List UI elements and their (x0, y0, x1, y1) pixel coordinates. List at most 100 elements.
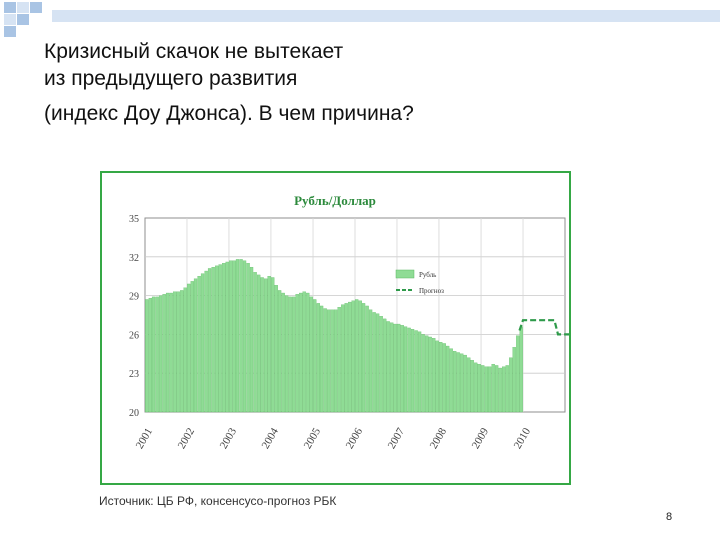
bar-ruble (218, 264, 222, 413)
bar-ruble (407, 327, 411, 413)
bar-ruble (463, 354, 467, 413)
x-tick-label: 2004 (260, 426, 282, 451)
x-tick-label: 2006 (344, 426, 366, 451)
legend-swatch-ruble (395, 269, 415, 279)
bar-ruble (481, 365, 485, 413)
bar-ruble (439, 342, 443, 413)
bar-ruble (348, 301, 352, 413)
bar-ruble (403, 326, 408, 413)
bar-ruble (242, 260, 247, 413)
bar-ruble (494, 365, 499, 413)
bar-ruble (414, 330, 418, 413)
bar-ruble (432, 338, 436, 413)
bar-ruble (456, 352, 460, 413)
bar-ruble (326, 309, 331, 413)
bar-ruble (316, 303, 321, 413)
y-tick-label: 35 (129, 214, 139, 225)
bar-ruble (190, 281, 194, 413)
bar-ruble (281, 292, 285, 413)
bar-ruble (383, 318, 387, 413)
slide-title: Кризисный скачок не вытекает из предыдущ… (44, 38, 644, 127)
bar-ruble (355, 299, 359, 413)
bar-ruble (165, 292, 170, 413)
bar-ruble (337, 307, 341, 413)
y-tick-label: 29 (129, 292, 139, 303)
bar-ruble (417, 331, 422, 413)
bar-ruble (249, 266, 254, 413)
bar-ruble (197, 276, 201, 413)
page-number: 8 (666, 511, 673, 523)
checker-square (17, 2, 29, 13)
bar-ruble (162, 294, 166, 413)
bar-ruble (449, 348, 453, 413)
bar-ruble (361, 303, 366, 413)
bar-ruble (509, 357, 513, 413)
bar-ruble (446, 345, 450, 413)
bar-ruble (173, 291, 177, 413)
chart-frame: Рубль/Доллар 20 23 26 29 32 35 2001 2002 2003 200… (100, 171, 571, 485)
bar-ruble (421, 334, 425, 413)
bar-ruble (151, 296, 156, 413)
bar-ruble (502, 366, 506, 413)
bar-ruble (295, 294, 299, 413)
bar-ruble (365, 305, 369, 413)
bar-ruble (235, 259, 240, 413)
legend-label-forecast: Прогноз (419, 287, 444, 295)
bar-ruble (435, 340, 439, 413)
bar-ruble (176, 291, 180, 413)
title-line-2: из предыдущего развития (44, 67, 298, 90)
bar-ruble (169, 292, 173, 413)
bar-ruble (183, 287, 187, 413)
legend-label-ruble: Рубль (419, 271, 436, 279)
bar-ruble (379, 316, 383, 413)
bar-ruble (397, 323, 401, 413)
bar-ruble (512, 347, 516, 413)
bar-ruble (428, 336, 432, 413)
checker-square (4, 14, 16, 25)
bar-ruble (333, 309, 338, 413)
bar-ruble (145, 299, 149, 413)
bar-ruble (180, 290, 184, 413)
bar-ruble (358, 300, 362, 413)
bar-ruble (467, 357, 471, 413)
bar-ruble (344, 303, 348, 413)
bar-ruble (239, 259, 243, 413)
bar-ruble (299, 292, 303, 413)
bar-ruble (264, 278, 268, 413)
bar-ruble (372, 312, 376, 413)
bar-ruble (319, 305, 324, 413)
bar-ruble (498, 367, 502, 413)
bar-ruble (351, 300, 355, 413)
checker-decoration (4, 2, 720, 37)
x-tick-label: 2010 (512, 426, 534, 451)
bar-ruble (477, 363, 481, 413)
title-line-1: Кризисный скачок не вытекает (44, 40, 344, 63)
bar-ruble (330, 309, 334, 413)
y-tick-label: 23 (129, 369, 139, 380)
x-tick-label: 2001 (134, 426, 155, 451)
x-tick-label: 2009 (470, 426, 492, 451)
bar-ruble (390, 322, 394, 413)
bar-ruble (410, 329, 415, 413)
bar-ruble (306, 292, 310, 413)
x-tick-label: 2005 (302, 426, 324, 451)
bar-ruble (375, 313, 380, 413)
bar-ruble (323, 308, 327, 413)
chart-title: Рубль/Доллар (294, 193, 376, 208)
bar-ruble (491, 363, 495, 413)
bar-ruble (267, 276, 271, 413)
bar-ruble (204, 270, 208, 413)
header-band (52, 10, 720, 22)
bar-ruble (225, 261, 229, 413)
bar-ruble (453, 351, 457, 413)
bar-ruble (200, 273, 205, 413)
bar-ruble (158, 295, 163, 413)
bar-ruble (341, 304, 345, 413)
y-tick-label: 32 (129, 253, 139, 264)
bar-ruble (516, 335, 520, 413)
bar-ruble (393, 323, 397, 413)
bar-ruble (292, 296, 296, 413)
bar-ruble (246, 263, 250, 413)
y-tick-label: 26 (129, 330, 139, 341)
bar-ruble (155, 296, 159, 413)
